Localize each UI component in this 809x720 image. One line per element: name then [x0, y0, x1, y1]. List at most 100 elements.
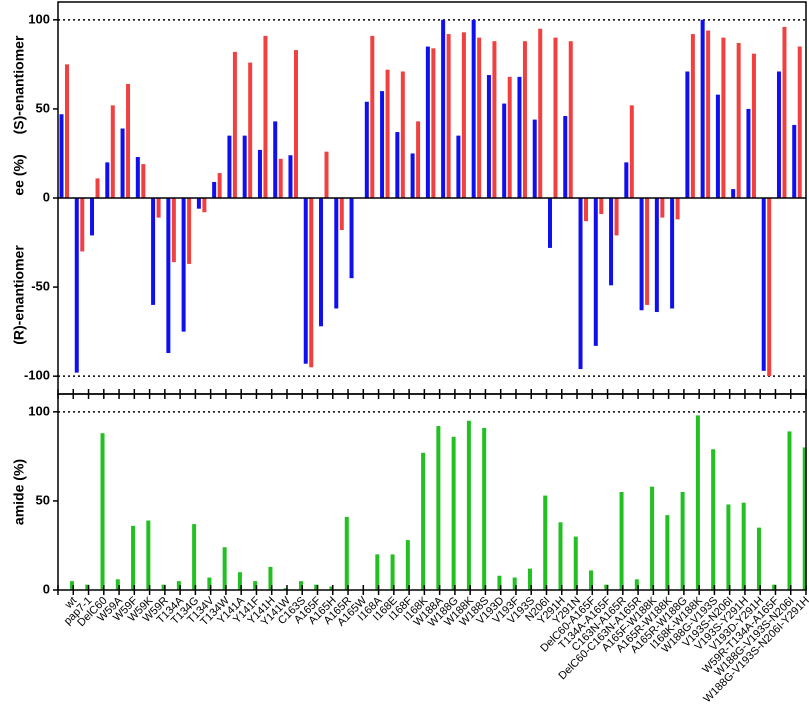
bar: [741, 502, 746, 590]
bar: [772, 584, 777, 590]
bar: [492, 41, 497, 199]
bar: [599, 198, 604, 215]
bar: [187, 198, 192, 264]
bar: [217, 173, 222, 198]
bar: [431, 48, 436, 199]
bar: [207, 577, 212, 590]
bar: [466, 420, 471, 590]
bar: [364, 101, 369, 198]
y-tick-label: 50: [36, 100, 50, 115]
bar: [787, 431, 792, 590]
bar: [395, 132, 400, 198]
bar: [767, 198, 772, 377]
bar: [497, 575, 502, 590]
bar: [151, 198, 156, 305]
bar: [680, 492, 685, 590]
bar: [604, 584, 609, 590]
bar: [176, 581, 181, 590]
y-tick-label: -50: [31, 279, 50, 294]
bar: [146, 520, 151, 590]
bar: [471, 19, 476, 199]
bar: [410, 153, 415, 198]
bar: [115, 579, 120, 590]
bar: [212, 181, 217, 198]
bar: [634, 579, 639, 590]
bar: [202, 198, 207, 213]
plot-frame: [57, 393, 807, 591]
bar: [293, 50, 298, 198]
bar: [802, 447, 807, 590]
bar: [721, 37, 726, 198]
bar: [761, 198, 766, 371]
bar: [446, 34, 451, 199]
bar: [263, 35, 268, 198]
y-label-s: (S)-enantiomer: [11, 35, 27, 134]
bar: [700, 19, 705, 199]
bar: [65, 64, 69, 198]
bar: [242, 135, 247, 198]
bar: [237, 572, 242, 590]
bar: [110, 105, 115, 198]
bar: [517, 76, 522, 198]
bar: [405, 540, 410, 590]
bar: [756, 527, 761, 590]
bar: [451, 436, 456, 590]
bar: [726, 504, 731, 590]
bar: [278, 158, 283, 198]
bar: [80, 198, 85, 252]
bar: [283, 588, 288, 590]
bar: [593, 198, 598, 346]
bar: [90, 198, 95, 236]
bar: [141, 164, 146, 198]
bar: [334, 198, 339, 309]
bar: [298, 581, 303, 590]
bar: [436, 426, 441, 590]
bar: [324, 151, 329, 198]
bar: [512, 577, 517, 590]
bar: [695, 415, 700, 590]
bar: [390, 554, 395, 590]
bar: [171, 198, 176, 263]
bar: [253, 581, 258, 590]
bar: [675, 198, 680, 220]
bar: [339, 198, 344, 231]
bar: [573, 536, 578, 590]
y-tick-label: 50: [36, 492, 50, 507]
bar: [375, 554, 380, 590]
bar: [85, 584, 90, 590]
y-label-amide: amide (%): [11, 459, 27, 525]
bar: [196, 198, 201, 209]
bar: [736, 42, 741, 199]
bar: [126, 83, 131, 198]
bar: [181, 198, 186, 332]
bar: [222, 547, 227, 590]
y-label-r: (R)-enantiomer: [11, 245, 27, 345]
bar: [553, 37, 558, 198]
bar: [385, 69, 390, 198]
bar: [776, 71, 781, 198]
bar: [135, 157, 140, 198]
bar: [665, 515, 670, 590]
bar: [797, 46, 802, 198]
bar: [685, 71, 690, 198]
bar: [416, 121, 421, 198]
bar: [614, 198, 619, 236]
bar: [344, 516, 349, 590]
bar: [314, 584, 319, 590]
bar: [461, 32, 466, 198]
bar: [456, 135, 461, 198]
bar: [629, 105, 634, 198]
bar: [288, 155, 293, 198]
bar: [527, 568, 532, 590]
y-label-ee: ee (%): [11, 154, 27, 195]
bar: [792, 124, 797, 198]
bar: [751, 53, 756, 198]
bar: [589, 570, 594, 590]
bar: [538, 28, 543, 199]
bar: [421, 452, 426, 590]
bar: [319, 198, 324, 327]
bar: [105, 162, 110, 198]
bar: [70, 581, 74, 590]
bar: [268, 566, 273, 590]
bar: [441, 19, 446, 199]
